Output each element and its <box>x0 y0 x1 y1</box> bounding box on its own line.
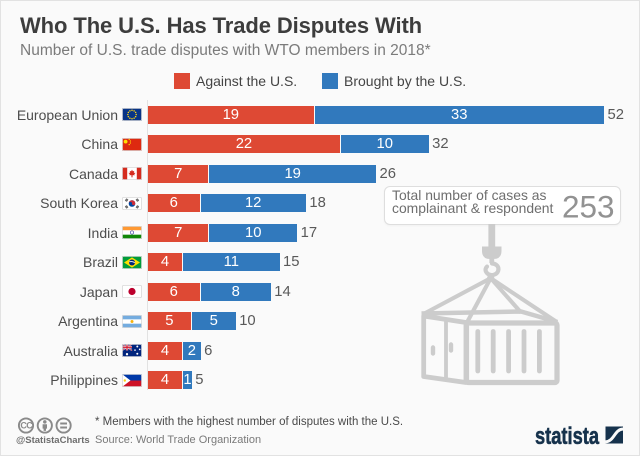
svg-text:CC: CC <box>20 420 33 430</box>
svg-text:253: 253 <box>562 189 615 225</box>
svg-text:statista: statista <box>535 423 599 450</box>
